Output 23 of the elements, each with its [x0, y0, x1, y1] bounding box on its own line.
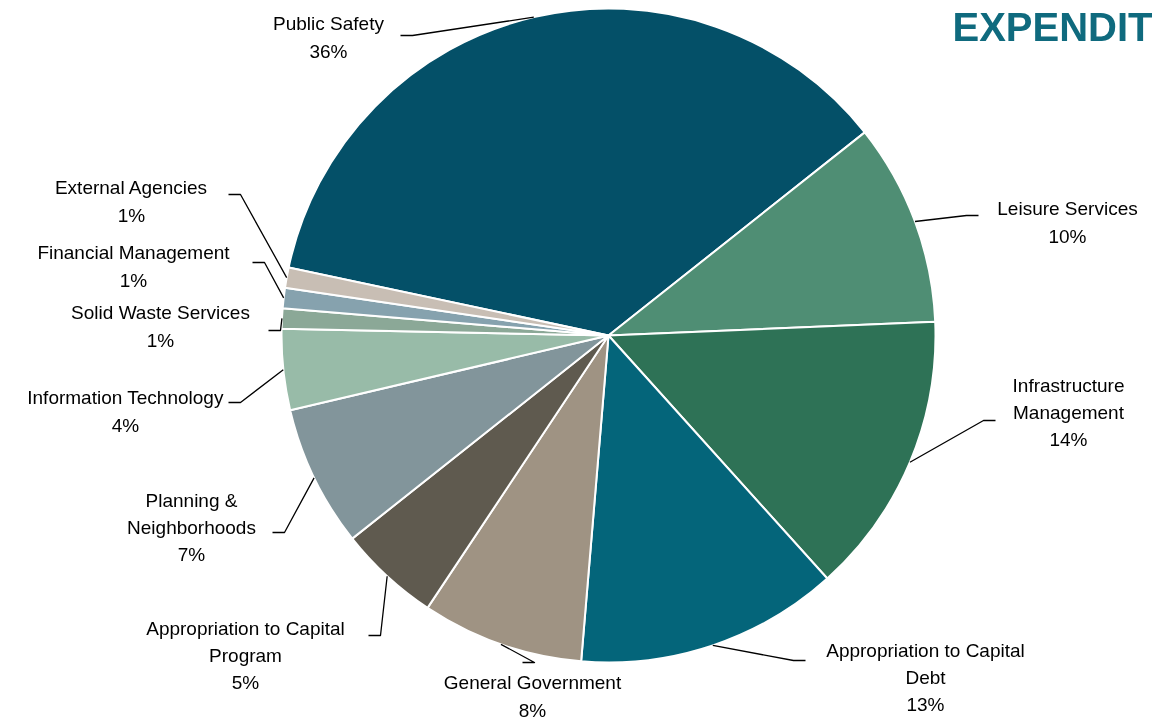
data-label: 1% [117, 204, 146, 226]
data-label: 14% [1049, 429, 1088, 451]
slice-label: External Agencies [54, 177, 208, 199]
slice-label: Solid Waste Services [71, 302, 250, 324]
slice-label: Financial Management [37, 242, 231, 264]
data-label: 1% [119, 269, 148, 291]
slice-label: Leisure Services [997, 198, 1138, 220]
data-label: 4% [111, 414, 140, 436]
data-label: 7% [177, 544, 206, 566]
slice-label: Appropriation to Capital Debt [826, 639, 1025, 688]
data-label: 13% [906, 694, 945, 716]
slice-label: Infrastructure Management [1012, 374, 1125, 423]
data-label: 8% [518, 699, 547, 721]
chart-title: EXPENDIT [952, 4, 1153, 49]
slice-label: Information Technology [27, 387, 224, 409]
slice-label: Appropriation to Capital Program [146, 617, 345, 666]
slice-label: Planning & Neighborhoods [127, 489, 256, 538]
data-label: 5% [231, 672, 260, 694]
slice-label: Public Safety [273, 13, 385, 35]
slice-label: General Government [443, 672, 622, 694]
data-label: 36% [309, 40, 348, 62]
data-label: 1% [146, 329, 175, 351]
data-label: 10% [1048, 225, 1087, 247]
